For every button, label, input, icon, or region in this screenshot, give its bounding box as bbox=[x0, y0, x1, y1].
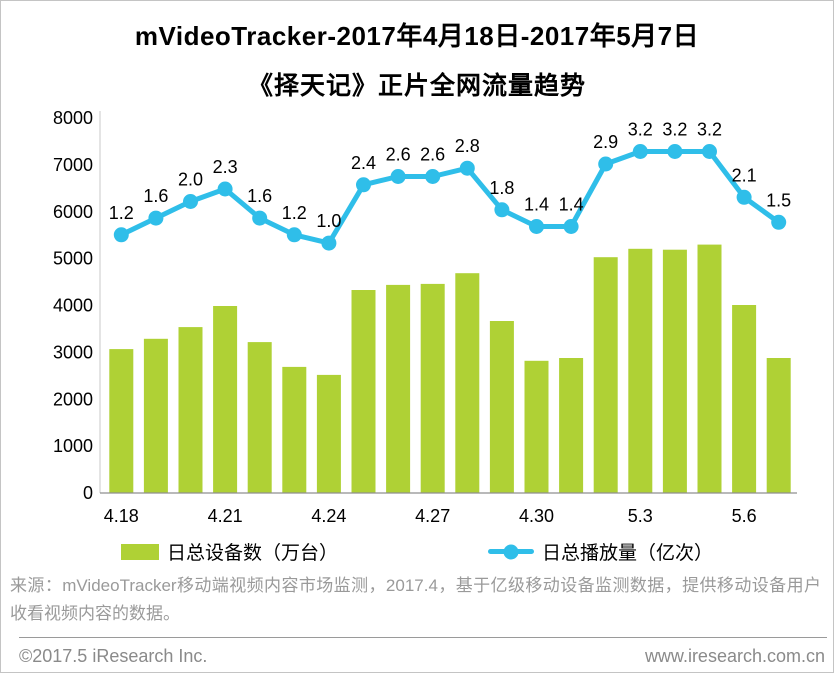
data-label-17: 3.2 bbox=[697, 120, 722, 140]
data-label-6: 1.0 bbox=[316, 211, 341, 231]
y-axis-tick-label: 0 bbox=[83, 483, 93, 503]
data-label-10: 2.8 bbox=[455, 136, 480, 156]
data-label-18: 2.1 bbox=[732, 165, 757, 185]
footer-divider bbox=[19, 637, 827, 638]
y-axis-tick-label: 7000 bbox=[53, 155, 93, 175]
bar-7 bbox=[351, 290, 376, 493]
legend-item-plays: 日总播放量（亿次） bbox=[488, 538, 713, 565]
bar-5 bbox=[282, 366, 307, 493]
y-axis-tick-label: 5000 bbox=[53, 249, 93, 269]
x-axis-tick-label: 4.18 bbox=[104, 506, 139, 526]
chart-title: mVideoTracker-2017年4月18日-2017年5月7日 《择天记》… bbox=[1, 1, 833, 102]
data-label-14: 2.9 bbox=[593, 132, 618, 152]
x-axis-tick-label: 4.30 bbox=[519, 506, 554, 526]
source-note: 来源：mVideoTracker移动端视频内容市场监测，2017.4，基于亿级移… bbox=[10, 576, 821, 623]
legend-label-devices: 日总设备数（万台） bbox=[166, 543, 338, 564]
data-point-2 bbox=[183, 194, 198, 209]
data-label-3: 2.3 bbox=[213, 157, 238, 177]
data-point-11 bbox=[494, 202, 510, 218]
bar-1 bbox=[143, 338, 168, 493]
data-label-11: 1.8 bbox=[489, 178, 514, 198]
bar-14 bbox=[593, 257, 618, 493]
data-point-18 bbox=[736, 189, 752, 205]
data-point-7 bbox=[356, 177, 371, 193]
line-series-marker-icon bbox=[488, 544, 534, 559]
data-point-10 bbox=[459, 160, 475, 176]
bar-4 bbox=[247, 342, 272, 493]
copyright-text: ©2017.5 iResearch Inc. bbox=[19, 646, 208, 666]
data-point-6 bbox=[321, 235, 337, 251]
data-point-17 bbox=[702, 144, 717, 159]
data-label-4: 1.6 bbox=[247, 186, 272, 206]
bar-0 bbox=[109, 349, 134, 493]
y-axis-tick-label: 3000 bbox=[53, 342, 93, 362]
data-label-2: 2.0 bbox=[178, 170, 203, 190]
bar-13 bbox=[559, 358, 584, 493]
chart-plot: 0 1000 2000 3000 4000 5000 6000 7000 8000 1.2 1.6 2… bbox=[53, 108, 797, 526]
x-axis-tick-label: 4.27 bbox=[415, 506, 450, 526]
data-point-15 bbox=[632, 144, 648, 159]
bar-19 bbox=[766, 358, 791, 493]
legend-item-devices: 日总设备数（万台） bbox=[120, 538, 338, 565]
chart-title-line1: mVideoTracker-2017年4月18日-2017年5月7日 bbox=[134, 21, 700, 51]
bar-9 bbox=[420, 283, 445, 493]
data-point-9 bbox=[425, 169, 441, 184]
data-label-0: 1.2 bbox=[109, 203, 134, 223]
footer: ©2017.5 iResearch Inc. www.iresearch.com… bbox=[19, 646, 825, 667]
data-point-0 bbox=[113, 227, 129, 243]
bar-18 bbox=[732, 305, 757, 493]
data-label-8: 2.6 bbox=[386, 145, 411, 165]
data-point-14 bbox=[598, 156, 614, 172]
data-point-13 bbox=[563, 219, 579, 234]
x-axis-tick-label: 5.3 bbox=[628, 506, 653, 526]
data-label-15: 3.2 bbox=[628, 120, 653, 140]
data-label-9: 2.6 bbox=[420, 145, 445, 165]
line-series-dot-icon bbox=[503, 544, 519, 559]
y-axis-tick-label: 6000 bbox=[53, 202, 93, 222]
data-label-19: 1.5 bbox=[766, 190, 791, 210]
data-label-16: 3.2 bbox=[662, 120, 687, 140]
x-axis-tick-label: 4.21 bbox=[208, 506, 243, 526]
y-axis-tick-label: 4000 bbox=[53, 296, 93, 316]
y-axis-tick-label: 8000 bbox=[53, 108, 93, 128]
data-label-5: 1.2 bbox=[282, 203, 307, 223]
x-axis-tick-label: 4.24 bbox=[311, 506, 346, 526]
legend: 日总设备数（万台） 日总播放量（亿次） bbox=[1, 538, 833, 565]
data-label-1: 1.6 bbox=[143, 186, 168, 206]
bar-12 bbox=[524, 360, 549, 493]
data-label-12: 1.4 bbox=[524, 195, 549, 215]
data-point-16 bbox=[667, 144, 683, 159]
y-axis-tick-label: 2000 bbox=[53, 389, 93, 409]
bar-series-swatch-icon bbox=[120, 543, 159, 560]
website-url: www.iresearch.com.cn bbox=[644, 646, 825, 666]
data-point-5 bbox=[286, 227, 302, 243]
bar-16 bbox=[662, 249, 687, 493]
data-point-4 bbox=[252, 210, 268, 226]
bar-11 bbox=[489, 321, 514, 493]
bar-3 bbox=[213, 306, 238, 493]
x-axis-tick-label: 5.6 bbox=[732, 506, 757, 526]
bar-17 bbox=[697, 244, 722, 493]
bar-8 bbox=[386, 284, 411, 493]
data-point-1 bbox=[148, 210, 164, 226]
legend-label-plays: 日总播放量（亿次） bbox=[542, 543, 714, 564]
data-label-7: 2.4 bbox=[351, 153, 376, 173]
data-point-19 bbox=[771, 214, 787, 230]
y-axis-tick-label: 1000 bbox=[53, 436, 93, 456]
data-point-8 bbox=[390, 169, 406, 184]
data-label-13: 1.4 bbox=[559, 195, 584, 215]
bar-2 bbox=[178, 327, 203, 493]
bar-10 bbox=[455, 273, 480, 493]
chart-title-line2: 《择天记》正片全网流量趋势 bbox=[247, 72, 586, 100]
bar-15 bbox=[628, 248, 653, 493]
bar-6 bbox=[316, 374, 341, 493]
data-point-12 bbox=[529, 219, 544, 234]
data-point-3 bbox=[217, 181, 233, 197]
